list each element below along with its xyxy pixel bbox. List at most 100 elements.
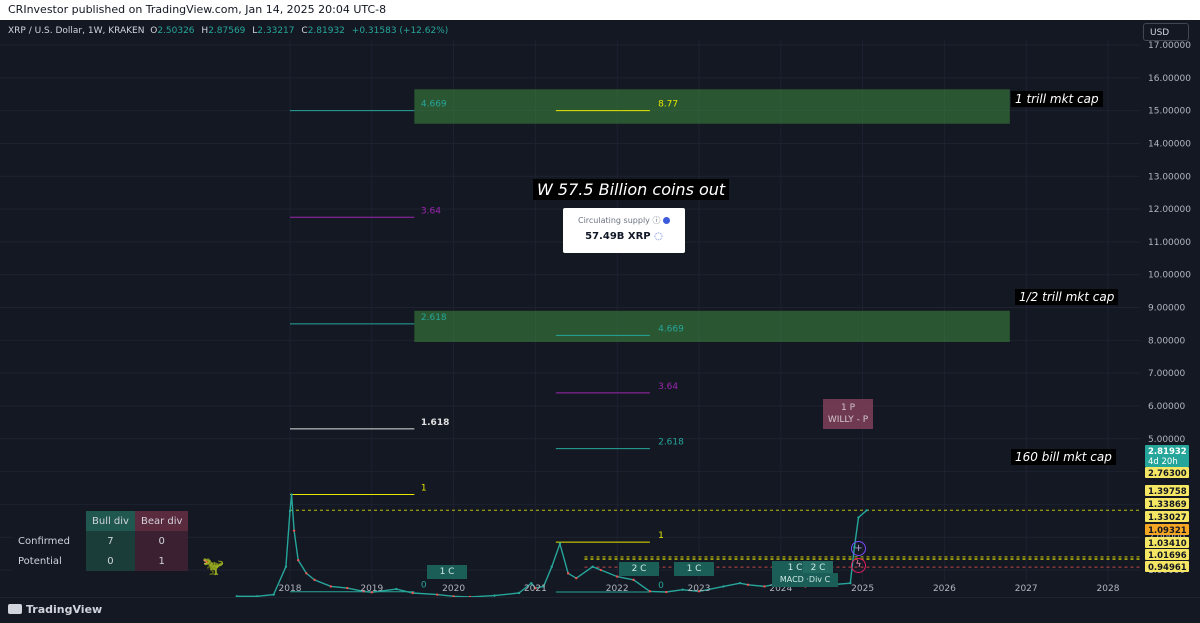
price-point bbox=[681, 588, 684, 591]
price-point bbox=[558, 542, 562, 545]
high-value: 2.87569 bbox=[208, 26, 246, 36]
price-axis: 1.000002.000003.000004.000005.000006.000… bbox=[1140, 20, 1200, 597]
fib-levels: 4.669 8.77 3.64 2.618 4.669 3.64 1.618 2.618 1 1 0… bbox=[290, 100, 1140, 593]
price-label: 1.39758 bbox=[1148, 487, 1187, 497]
price-point bbox=[329, 585, 333, 588]
price-point bbox=[362, 590, 365, 593]
half-trill-zone bbox=[414, 310, 1010, 342]
price-point bbox=[235, 595, 239, 598]
bear-div-cell: 1 bbox=[134, 551, 189, 571]
price-tick-label: 11.00000 bbox=[1148, 238, 1191, 248]
price-point bbox=[256, 595, 259, 598]
price-point bbox=[493, 594, 496, 597]
verified-icon bbox=[663, 217, 670, 224]
price-label-bg bbox=[1145, 537, 1189, 548]
price-label: 0.94961 bbox=[1148, 563, 1187, 573]
price-point bbox=[865, 509, 868, 512]
price-point bbox=[452, 595, 455, 598]
symbol-name: XRP / U.S. Dollar, 1W, KRAKEN bbox=[8, 26, 145, 36]
fib-label: 2.618 bbox=[658, 438, 684, 448]
price-point bbox=[411, 591, 414, 595]
price-label-bg bbox=[1145, 549, 1189, 560]
price-label-bg bbox=[1145, 467, 1189, 478]
plus-icon[interactable]: + bbox=[851, 541, 866, 556]
willy-signal-badge: 1 P WILLY - P bbox=[823, 399, 873, 429]
close-value: 2.81932 bbox=[307, 26, 345, 36]
time-tick-label: 2025 bbox=[851, 584, 874, 594]
signal-tag: 2 C bbox=[619, 562, 659, 576]
price-tick-label: 17.00000 bbox=[1148, 41, 1191, 51]
low-label: L bbox=[252, 26, 258, 36]
time-tick-label: 2024 bbox=[769, 584, 792, 594]
time-tick-label: 2022 bbox=[606, 584, 629, 594]
bear-div-cell: 0 bbox=[134, 531, 189, 551]
price-point bbox=[599, 568, 603, 572]
macd-tag: MACD ·Div C bbox=[772, 573, 838, 587]
price-point bbox=[313, 578, 316, 582]
open-value: 2.50326 bbox=[157, 26, 195, 36]
bull-div-header: Bull div bbox=[86, 511, 135, 531]
signal-tag: 2 C bbox=[803, 561, 833, 575]
price-tick-label: 10.00000 bbox=[1148, 271, 1191, 281]
price-tick-label: 16.00000 bbox=[1148, 74, 1191, 84]
fib-label: 1.618 bbox=[421, 418, 449, 428]
price-point bbox=[530, 581, 533, 585]
price-point bbox=[849, 581, 852, 585]
price-label-bg bbox=[1145, 561, 1189, 572]
one-trill-zone bbox=[414, 89, 1010, 124]
price-point bbox=[763, 585, 766, 588]
time-tick-label: 2018 bbox=[279, 584, 302, 594]
price-point bbox=[290, 493, 293, 496]
price-point bbox=[591, 565, 594, 568]
close-label: C bbox=[301, 26, 308, 36]
price-tick-label: 9.00000 bbox=[1148, 304, 1185, 314]
price-point bbox=[395, 587, 398, 591]
price-point bbox=[738, 581, 742, 585]
price-label: 1.01696 bbox=[1148, 551, 1187, 561]
price-point bbox=[566, 572, 570, 575]
high-label: H bbox=[201, 26, 209, 36]
price-label: 1.03410 bbox=[1148, 539, 1187, 549]
circulating-supply-card: Circulating supply ⓘ 57.49B XRP ◌ bbox=[563, 208, 685, 253]
half-trill-annotation: 1/2 trill mkt cap bbox=[1015, 289, 1119, 305]
fib-label: 4.669 bbox=[658, 324, 684, 334]
price-point bbox=[436, 593, 439, 596]
lightning-icon[interactable]: ϟ bbox=[851, 558, 866, 573]
price-point bbox=[697, 590, 701, 593]
price-point bbox=[857, 516, 860, 519]
price-label-bg bbox=[1145, 524, 1189, 535]
price-point bbox=[370, 591, 373, 594]
bill160-annotation: 160 bill mkt cap bbox=[1011, 449, 1116, 465]
price-point bbox=[665, 590, 668, 594]
price-point bbox=[550, 565, 553, 568]
time-tick-label: 2019 bbox=[360, 584, 383, 594]
price-label-bg bbox=[1145, 445, 1189, 467]
tradingview-logo[interactable]: TradingView bbox=[8, 603, 102, 616]
willy-line-2: WILLY - P bbox=[827, 415, 869, 425]
price-label-sub: 4d 20h bbox=[1148, 457, 1178, 467]
price-point bbox=[632, 578, 635, 582]
price-point bbox=[746, 583, 750, 586]
fib-label: 3.64 bbox=[421, 206, 441, 216]
currency-selector[interactable]: USD bbox=[1143, 23, 1189, 41]
change-value: +0.31583 (+12.62%) bbox=[351, 26, 449, 36]
footer-bar: TradingView bbox=[0, 597, 1200, 623]
price-point bbox=[575, 577, 578, 580]
price-label: 1.09321 bbox=[1148, 526, 1187, 536]
divergence-table: Bull div Bear div Confirmed 7 0 Potentia… bbox=[12, 511, 189, 571]
bear-div-header: Bear div bbox=[134, 511, 189, 531]
price-label: 2.81932 bbox=[1148, 447, 1187, 457]
time-tick-label: 2026 bbox=[933, 584, 956, 594]
supply-annotation: W 57.5 Billion coins out bbox=[533, 179, 730, 200]
time-axis: 2018 2019 2020 2021 2022 2023 2024 2025 2026 2027… bbox=[279, 584, 1120, 594]
price-tick-label: 12.00000 bbox=[1148, 205, 1191, 215]
price-tick-label: 15.00000 bbox=[1148, 107, 1191, 117]
supply-card-label: Circulating supply bbox=[577, 216, 650, 225]
price-label: 1.33027 bbox=[1148, 513, 1187, 523]
price-tick-label: 5.00000 bbox=[1148, 435, 1185, 445]
time-tick-label: 2023 bbox=[688, 584, 711, 594]
price-point bbox=[346, 586, 349, 590]
price-point bbox=[517, 591, 521, 595]
